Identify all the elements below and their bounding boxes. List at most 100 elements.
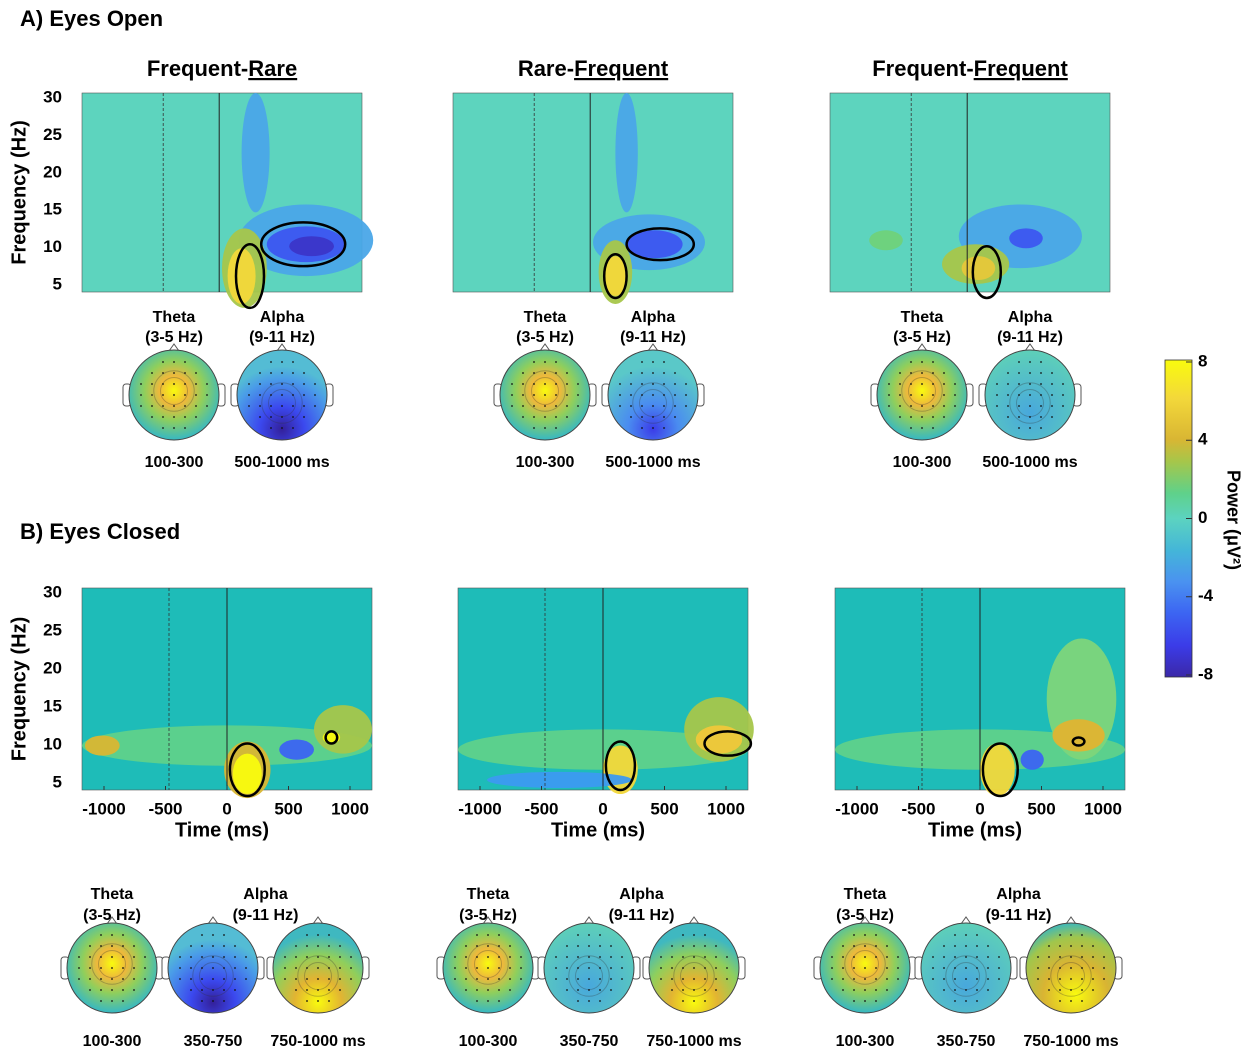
- electrode: [520, 956, 522, 958]
- electrode: [476, 945, 478, 947]
- electrode: [1081, 967, 1083, 969]
- electrode: [465, 956, 467, 958]
- electrode: [465, 945, 467, 947]
- electrode: [100, 945, 102, 947]
- electrode: [454, 967, 456, 969]
- electrode: [314, 394, 316, 396]
- topo-map: [601, 343, 705, 441]
- electrode: [1070, 1000, 1072, 1002]
- electrode: [245, 967, 247, 969]
- topo-map: [436, 916, 540, 1014]
- topo-band-name: Theta: [844, 886, 887, 903]
- electrode: [1070, 967, 1072, 969]
- electrode: [566, 394, 568, 396]
- electrode: [932, 383, 934, 385]
- electrode: [195, 383, 197, 385]
- electrode: [162, 361, 164, 363]
- electrode: [465, 989, 467, 991]
- electrode: [465, 967, 467, 969]
- y-tick-label: 20: [43, 658, 62, 677]
- electrode: [122, 934, 124, 936]
- heatmap: [457, 587, 754, 795]
- y-tick-label: 25: [43, 620, 62, 639]
- electrode: [976, 945, 978, 947]
- x-tick-label: 500: [650, 799, 678, 818]
- electrode: [577, 989, 579, 991]
- electrode: [715, 989, 717, 991]
- electrode: [498, 1000, 500, 1002]
- electrode: [704, 1000, 706, 1002]
- electrode: [284, 956, 286, 958]
- colorbar-label: Power (μV²): [1223, 470, 1243, 570]
- topo-map: [122, 343, 226, 441]
- electrode: [487, 1000, 489, 1002]
- electrode: [641, 416, 643, 418]
- iso-contour: [844, 943, 886, 985]
- electrode: [328, 989, 330, 991]
- electrode: [1103, 978, 1105, 980]
- iso-contour: [98, 950, 126, 978]
- electrode: [693, 934, 695, 936]
- electrode: [162, 427, 164, 429]
- electrode: [190, 967, 192, 969]
- electrode: [1051, 372, 1053, 374]
- electrode: [111, 956, 113, 958]
- electrode: [566, 383, 568, 385]
- electrode: [899, 394, 901, 396]
- electrode: [921, 416, 923, 418]
- electrode: [184, 383, 186, 385]
- electrode: [577, 383, 579, 385]
- electrode: [292, 427, 294, 429]
- electrode: [544, 394, 546, 396]
- electrode: [259, 394, 261, 396]
- electrode: [201, 956, 203, 958]
- electrode: [1029, 372, 1031, 374]
- x-tick-label: -1000: [82, 799, 125, 818]
- electrode: [663, 416, 665, 418]
- electrode: [987, 945, 989, 947]
- electrode: [245, 956, 247, 958]
- heatmap: [452, 92, 734, 304]
- electrode: [704, 967, 706, 969]
- topo-map: [1019, 916, 1123, 1014]
- colorbar-tick-label: -8: [1198, 664, 1213, 683]
- electrode: [842, 989, 844, 991]
- electrode: [910, 383, 912, 385]
- electrode: [663, 372, 665, 374]
- electrode: [317, 989, 319, 991]
- electrode: [533, 383, 535, 385]
- electrode: [284, 978, 286, 980]
- electrode: [831, 978, 833, 980]
- electrode: [1103, 956, 1105, 958]
- x-axis-label: Time (ms): [928, 819, 1022, 841]
- electrode: [943, 405, 945, 407]
- topo-band-range: (3-5 Hz): [516, 329, 574, 346]
- electrode: [864, 967, 866, 969]
- electrode: [555, 967, 557, 969]
- electrode: [619, 394, 621, 396]
- electrode: [943, 394, 945, 396]
- electrode: [173, 394, 175, 396]
- electrode: [976, 1000, 978, 1002]
- topo-band-name: Alpha: [260, 309, 305, 326]
- electrode: [704, 956, 706, 958]
- electrode: [487, 956, 489, 958]
- electrode: [533, 427, 535, 429]
- electrode: [184, 394, 186, 396]
- electrode: [151, 405, 153, 407]
- electrode: [544, 383, 546, 385]
- electrode: [284, 967, 286, 969]
- electrode: [509, 945, 511, 947]
- topo-window: 750-1000 ms: [1023, 1033, 1118, 1050]
- electrode: [715, 956, 717, 958]
- electrode: [1007, 372, 1009, 374]
- electrode: [899, 416, 901, 418]
- topo-map: [914, 916, 1018, 1014]
- electrode: [682, 934, 684, 936]
- electrode: [976, 956, 978, 958]
- electrode: [487, 989, 489, 991]
- heatmap-blob: [626, 230, 683, 259]
- topo-band-name: Theta: [153, 309, 196, 326]
- y-axis-label: Frequency (Hz): [8, 120, 30, 264]
- electrode: [886, 945, 888, 947]
